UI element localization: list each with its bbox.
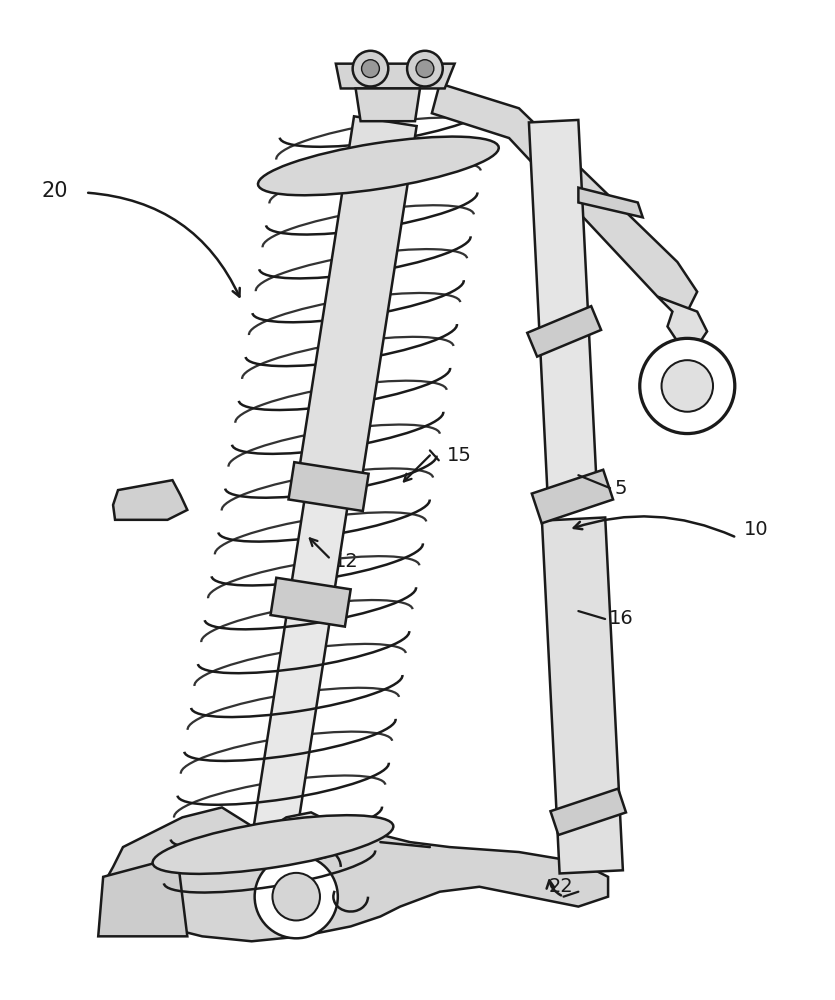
Circle shape <box>407 51 443 86</box>
Circle shape <box>661 360 713 412</box>
Polygon shape <box>529 120 597 498</box>
Polygon shape <box>356 88 420 121</box>
Polygon shape <box>248 498 347 870</box>
Text: 15: 15 <box>447 446 472 465</box>
Polygon shape <box>271 578 351 627</box>
Polygon shape <box>104 807 608 941</box>
Circle shape <box>272 873 320 920</box>
Polygon shape <box>542 517 623 873</box>
Text: 22: 22 <box>549 877 574 896</box>
Polygon shape <box>289 462 368 511</box>
Polygon shape <box>579 188 643 217</box>
Polygon shape <box>550 789 626 835</box>
Polygon shape <box>527 306 601 357</box>
Polygon shape <box>336 64 454 88</box>
Text: 10: 10 <box>744 520 768 539</box>
Ellipse shape <box>153 815 393 874</box>
Polygon shape <box>99 857 187 936</box>
Text: 5: 5 <box>614 479 626 498</box>
Circle shape <box>255 855 338 938</box>
Circle shape <box>352 51 388 86</box>
Ellipse shape <box>258 137 498 195</box>
Polygon shape <box>113 480 187 520</box>
Polygon shape <box>432 84 697 312</box>
Polygon shape <box>658 297 707 346</box>
Polygon shape <box>256 812 336 862</box>
Circle shape <box>416 60 434 78</box>
Polygon shape <box>532 470 613 523</box>
Text: 20: 20 <box>42 181 68 201</box>
Text: 16: 16 <box>609 609 634 629</box>
Polygon shape <box>298 116 417 484</box>
Circle shape <box>362 60 379 78</box>
Text: 12: 12 <box>334 552 358 571</box>
Circle shape <box>640 338 735 434</box>
